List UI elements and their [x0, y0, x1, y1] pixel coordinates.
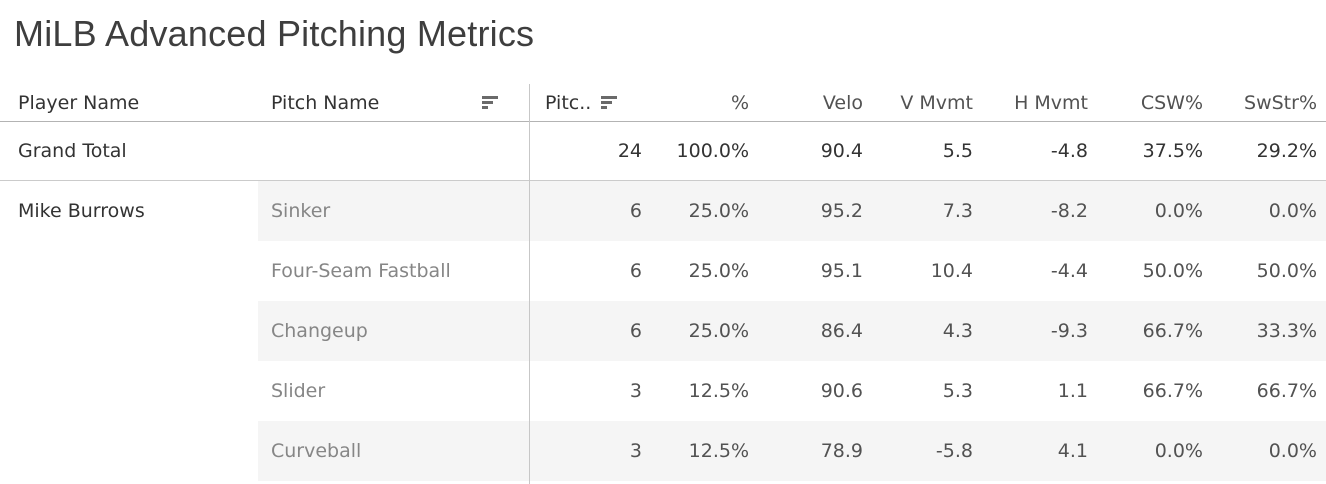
swstr-cell[interactable]: 0.0% — [1268, 440, 1317, 462]
column-header-pct[interactable]: % — [730, 91, 749, 114]
velo-cell[interactable]: 95.2 — [820, 200, 863, 222]
swstr-cell[interactable]: 66.7% — [1256, 380, 1317, 402]
velo-cell[interactable]: 95.1 — [820, 260, 863, 282]
grand-total-csw[interactable]: 37.5% — [1142, 140, 1203, 162]
column-header-pitches-label: Pitc.. — [545, 91, 592, 114]
grand-total-pitch-spacer — [258, 122, 528, 180]
csw-cell[interactable]: 66.7% — [1142, 320, 1203, 342]
velo-cell[interactable]: 86.4 — [820, 320, 863, 342]
v-mvmt-cell[interactable]: 7.3 — [942, 200, 973, 222]
pitch-name-cell[interactable]: Slider — [271, 380, 326, 402]
grand-total-pct[interactable]: 100.0% — [676, 140, 749, 162]
v-mvmt-cell[interactable]: 4.3 — [942, 320, 973, 342]
row-band: Slider 3 12.5% 90.6 5.3 1.1 66.7% 66.7% — [258, 361, 1326, 421]
v-mvmt-cell[interactable]: 5.3 — [942, 380, 973, 402]
table-header-row: Player Name Pitch Name Pitc.. % Velo V M… — [0, 84, 1326, 122]
pct-cell[interactable]: 12.5% — [688, 380, 749, 402]
grand-total-h-mvmt[interactable]: -4.8 — [1050, 140, 1088, 162]
row-band: Curveball 3 12.5% 78.9 -5.8 4.1 0.0% 0.0… — [258, 421, 1326, 481]
page-title: MiLB Advanced Pitching Metrics — [14, 13, 535, 54]
velo-cell[interactable]: 90.6 — [820, 380, 863, 402]
table-row: Mike Burrows Sinker 6 25.0% 95.2 7.3 -8.… — [0, 181, 1326, 241]
grand-total-row: Grand Total 24 100.0% 90.4 5.5 -4.8 37.5… — [0, 122, 1326, 181]
h-mvmt-cell[interactable]: -4.4 — [1050, 260, 1088, 282]
pitches-cell[interactable]: 3 — [629, 380, 642, 402]
column-header-pitch-name-label: Pitch Name — [271, 91, 380, 114]
v-mvmt-cell[interactable]: 10.4 — [930, 260, 973, 282]
pitch-name-cell[interactable]: Sinker — [271, 200, 331, 222]
column-header-v-mvmt[interactable]: V Mvmt — [900, 91, 973, 114]
grand-total-pitches[interactable]: 24 — [617, 140, 642, 162]
pct-cell[interactable]: 25.0% — [688, 260, 749, 282]
h-mvmt-cell[interactable]: 1.1 — [1057, 380, 1088, 402]
csw-cell[interactable]: 0.0% — [1154, 440, 1203, 462]
column-header-player-name[interactable]: Player Name — [18, 91, 140, 114]
h-mvmt-cell[interactable]: -8.2 — [1050, 200, 1088, 222]
sort-descending-icon[interactable] — [482, 96, 498, 109]
player-name-spacer — [0, 361, 258, 421]
v-mvmt-cell[interactable]: -5.8 — [935, 440, 973, 462]
h-mvmt-cell[interactable]: -9.3 — [1050, 320, 1088, 342]
swstr-cell[interactable]: 0.0% — [1268, 200, 1317, 222]
csw-cell[interactable]: 50.0% — [1142, 260, 1203, 282]
csw-cell[interactable]: 66.7% — [1142, 380, 1203, 402]
column-header-csw[interactable]: CSW% — [1140, 91, 1203, 114]
h-mvmt-cell[interactable]: 4.1 — [1057, 440, 1088, 462]
grand-total-velo[interactable]: 90.4 — [820, 140, 863, 162]
column-header-swstr[interactable]: SwStr% — [1244, 91, 1317, 114]
pitch-name-cell[interactable]: Curveball — [271, 440, 362, 462]
player-name-spacer — [0, 421, 258, 481]
pitches-cell[interactable]: 6 — [629, 320, 642, 342]
pct-cell[interactable]: 12.5% — [688, 440, 749, 462]
pitches-cell[interactable]: 6 — [629, 200, 642, 222]
csw-cell[interactable]: 0.0% — [1154, 200, 1203, 222]
pct-cell[interactable]: 25.0% — [688, 320, 749, 342]
swstr-cell[interactable]: 33.3% — [1256, 320, 1317, 342]
player-name-spacer — [0, 301, 258, 361]
table-row: Slider 3 12.5% 90.6 5.3 1.1 66.7% 66.7% — [0, 361, 1326, 421]
table-row: Four-Seam Fastball 6 25.0% 95.1 10.4 -4.… — [0, 241, 1326, 301]
pitch-name-cell[interactable]: Four-Seam Fastball — [271, 260, 451, 282]
velo-cell[interactable]: 78.9 — [820, 440, 863, 462]
column-header-pitches[interactable]: Pitc.. — [528, 84, 651, 121]
swstr-cell[interactable]: 50.0% — [1256, 260, 1317, 282]
column-header-h-mvmt[interactable]: H Mvmt — [1014, 91, 1088, 114]
player-name-cell[interactable]: Mike Burrows — [18, 200, 145, 222]
grand-total-swstr[interactable]: 29.2% — [1256, 140, 1317, 162]
table-row: Curveball 3 12.5% 78.9 -5.8 4.1 0.0% 0.0… — [0, 421, 1326, 481]
row-band: Four-Seam Fastball 6 25.0% 95.1 10.4 -4.… — [258, 241, 1326, 301]
pitches-cell[interactable]: 3 — [629, 440, 642, 462]
row-band: Changeup 6 25.0% 86.4 4.3 -9.3 66.7% 33.… — [258, 301, 1326, 361]
pitching-metrics-table: Player Name Pitch Name Pitc.. % Velo V M… — [0, 84, 1326, 481]
table-row: Changeup 6 25.0% 86.4 4.3 -9.3 66.7% 33.… — [0, 301, 1326, 361]
column-header-velo[interactable]: Velo — [822, 91, 863, 114]
pitch-name-cell[interactable]: Changeup — [271, 320, 368, 342]
player-name-spacer — [0, 241, 258, 301]
grand-total-v-mvmt[interactable]: 5.5 — [942, 140, 973, 162]
column-divider — [529, 84, 530, 484]
grand-total-label[interactable]: Grand Total — [18, 140, 127, 162]
sort-descending-icon[interactable] — [601, 96, 618, 109]
column-header-pitch-name[interactable]: Pitch Name — [258, 84, 528, 121]
pct-cell[interactable]: 25.0% — [688, 200, 749, 222]
row-band: Sinker 6 25.0% 95.2 7.3 -8.2 0.0% 0.0% — [258, 181, 1326, 241]
pitches-cell[interactable]: 6 — [629, 260, 642, 282]
